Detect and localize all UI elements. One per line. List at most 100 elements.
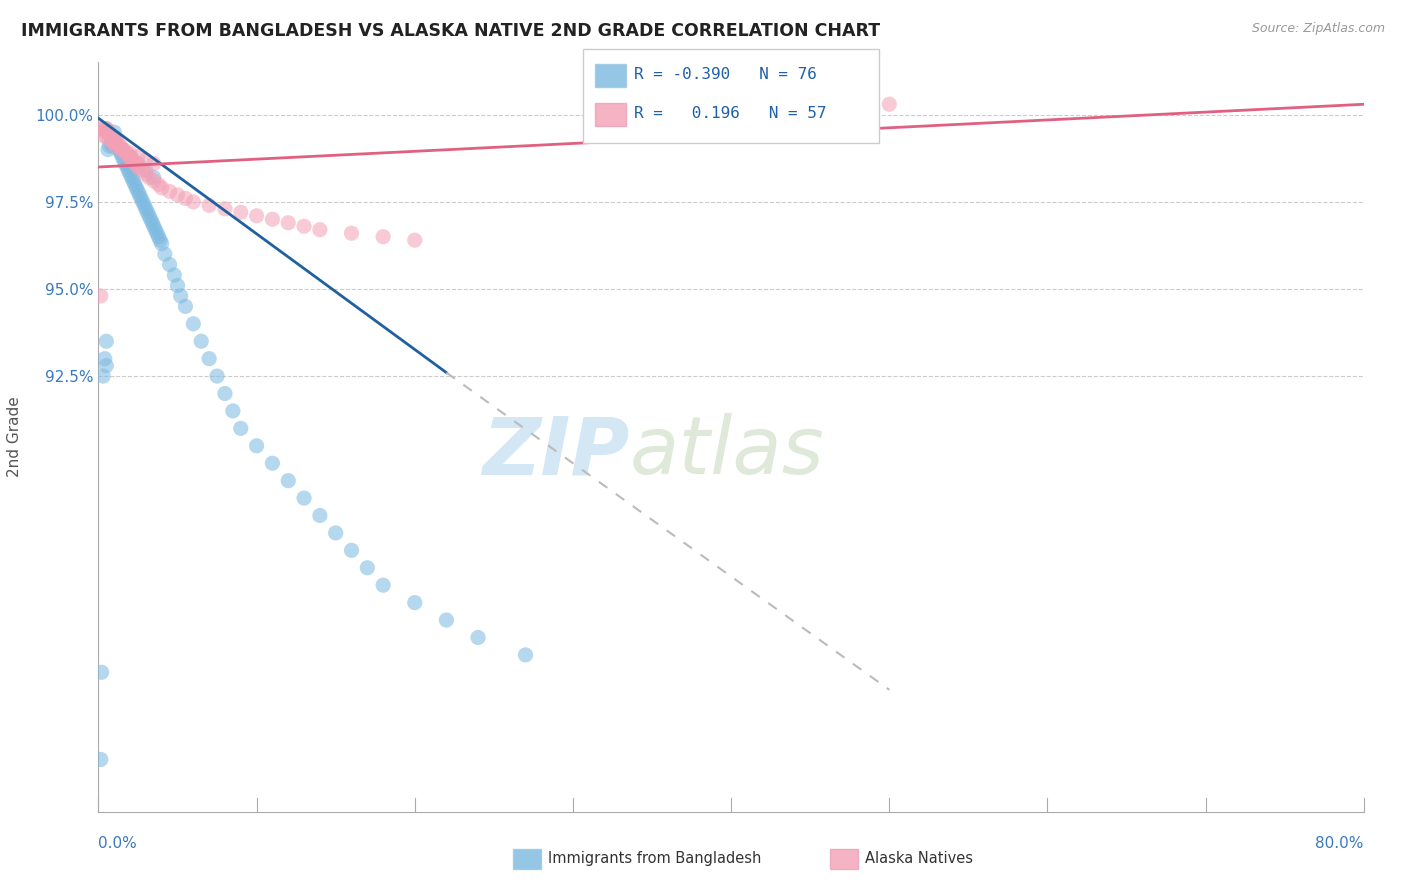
Point (198, 198, 221, 212)
Point (150, 181, 173, 195)
Point (103, 132, 125, 146)
Point (166, 187, 188, 202)
Point (309, 223, 332, 237)
Point (108, 143, 131, 157)
Point (198, 351, 221, 366)
Point (98, 139, 121, 153)
Point (404, 596, 426, 610)
Point (101, 132, 124, 146)
Point (163, 268, 186, 282)
Point (134, 198, 156, 212)
Point (111, 143, 134, 157)
Point (117, 149, 139, 163)
Point (96, 125, 118, 139)
Point (214, 386, 236, 401)
Point (115, 146, 138, 161)
Text: R =   0.196   N = 57: R = 0.196 N = 57 (634, 106, 827, 120)
Text: Immigrants from Bangladesh: Immigrants from Bangladesh (548, 851, 762, 865)
Point (100, 136, 122, 150)
Point (142, 156, 165, 170)
Text: atlas: atlas (630, 413, 825, 491)
Point (90, 121, 112, 136)
Point (115, 160, 138, 174)
Point (146, 226, 169, 240)
Point (467, 631, 489, 645)
Point (98, 125, 121, 139)
Point (111, 143, 134, 157)
Point (104, 139, 127, 153)
Point (277, 216, 299, 230)
Point (166, 278, 188, 293)
Text: Alaska Natives: Alaska Natives (865, 851, 973, 865)
Point (159, 185, 181, 199)
Point (90, 289, 112, 303)
Point (120, 146, 141, 161)
Point (111, 149, 134, 163)
Point (229, 421, 252, 435)
Point (101, 139, 124, 153)
Point (110, 146, 132, 161)
Point (128, 187, 150, 202)
Point (246, 439, 269, 453)
Point (120, 149, 141, 163)
Point (127, 185, 149, 199)
Point (104, 136, 127, 150)
Point (135, 163, 157, 178)
Point (246, 209, 269, 223)
Point (150, 236, 173, 251)
Point (114, 146, 136, 161)
Text: IMMIGRANTS FROM BANGLADESH VS ALASKA NATIVE 2ND GRADE CORRELATION CHART: IMMIGRANTS FROM BANGLADESH VS ALASKA NAT… (21, 22, 880, 40)
Point (262, 456, 284, 470)
Point (97, 143, 120, 157)
Point (120, 149, 141, 163)
Point (214, 202, 236, 216)
Point (107, 136, 129, 150)
Point (96, 121, 118, 136)
Point (169, 289, 191, 303)
Point (117, 163, 139, 178)
Point (183, 194, 205, 209)
Point (110, 139, 132, 153)
Point (114, 156, 136, 170)
Point (222, 404, 245, 418)
Point (103, 125, 125, 139)
Point (277, 474, 299, 488)
Point (174, 299, 197, 313)
Point (124, 156, 146, 170)
Point (142, 219, 165, 234)
Point (127, 160, 149, 174)
Point (371, 229, 394, 244)
Point (159, 258, 181, 272)
Point (127, 156, 149, 170)
Point (90, 752, 112, 766)
Point (120, 167, 141, 181)
Y-axis label: 2nd Grade: 2nd Grade (7, 397, 21, 477)
Point (100, 128, 122, 143)
Point (104, 136, 127, 150)
Point (292, 219, 315, 234)
Point (153, 247, 176, 261)
Point (136, 205, 159, 219)
Point (103, 132, 125, 146)
Point (96, 334, 118, 349)
Point (112, 143, 135, 157)
Point (100, 128, 122, 143)
Text: R = -0.390   N = 76: R = -0.390 N = 76 (634, 67, 817, 81)
Point (190, 334, 212, 349)
Point (145, 223, 166, 237)
Point (262, 212, 284, 227)
Point (93, 351, 117, 366)
Point (229, 205, 252, 219)
Point (309, 508, 332, 523)
Point (103, 132, 125, 146)
Point (292, 491, 315, 505)
Point (108, 139, 131, 153)
Point (404, 233, 426, 247)
Point (135, 167, 157, 181)
Text: 0.0%: 0.0% (98, 836, 138, 851)
Point (149, 233, 172, 247)
Point (205, 369, 228, 384)
Point (96, 359, 118, 373)
Point (107, 139, 129, 153)
Point (148, 229, 170, 244)
